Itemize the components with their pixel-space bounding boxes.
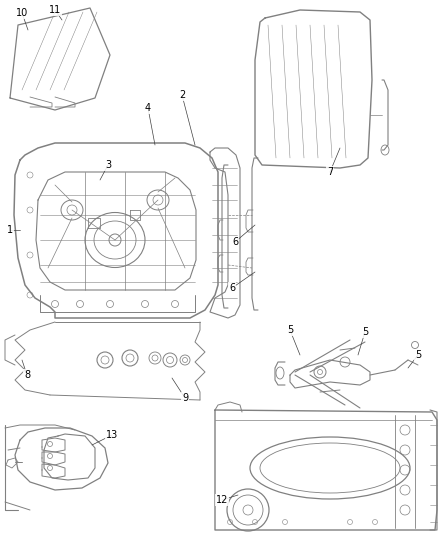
Text: 13: 13 [106, 430, 118, 440]
Text: 12: 12 [216, 495, 228, 505]
Text: 1: 1 [7, 225, 13, 235]
Text: 6: 6 [232, 237, 238, 247]
Text: 11: 11 [49, 5, 61, 15]
Text: 2: 2 [179, 90, 185, 100]
Text: 10: 10 [16, 8, 28, 18]
Text: 4: 4 [145, 103, 151, 113]
Text: 8: 8 [24, 370, 30, 380]
Text: 5: 5 [362, 327, 368, 337]
Text: 5: 5 [415, 350, 421, 360]
Text: 3: 3 [105, 160, 111, 170]
Text: 9: 9 [182, 393, 188, 403]
Text: 7: 7 [327, 167, 333, 177]
Text: 5: 5 [287, 325, 293, 335]
Text: 6: 6 [229, 283, 235, 293]
